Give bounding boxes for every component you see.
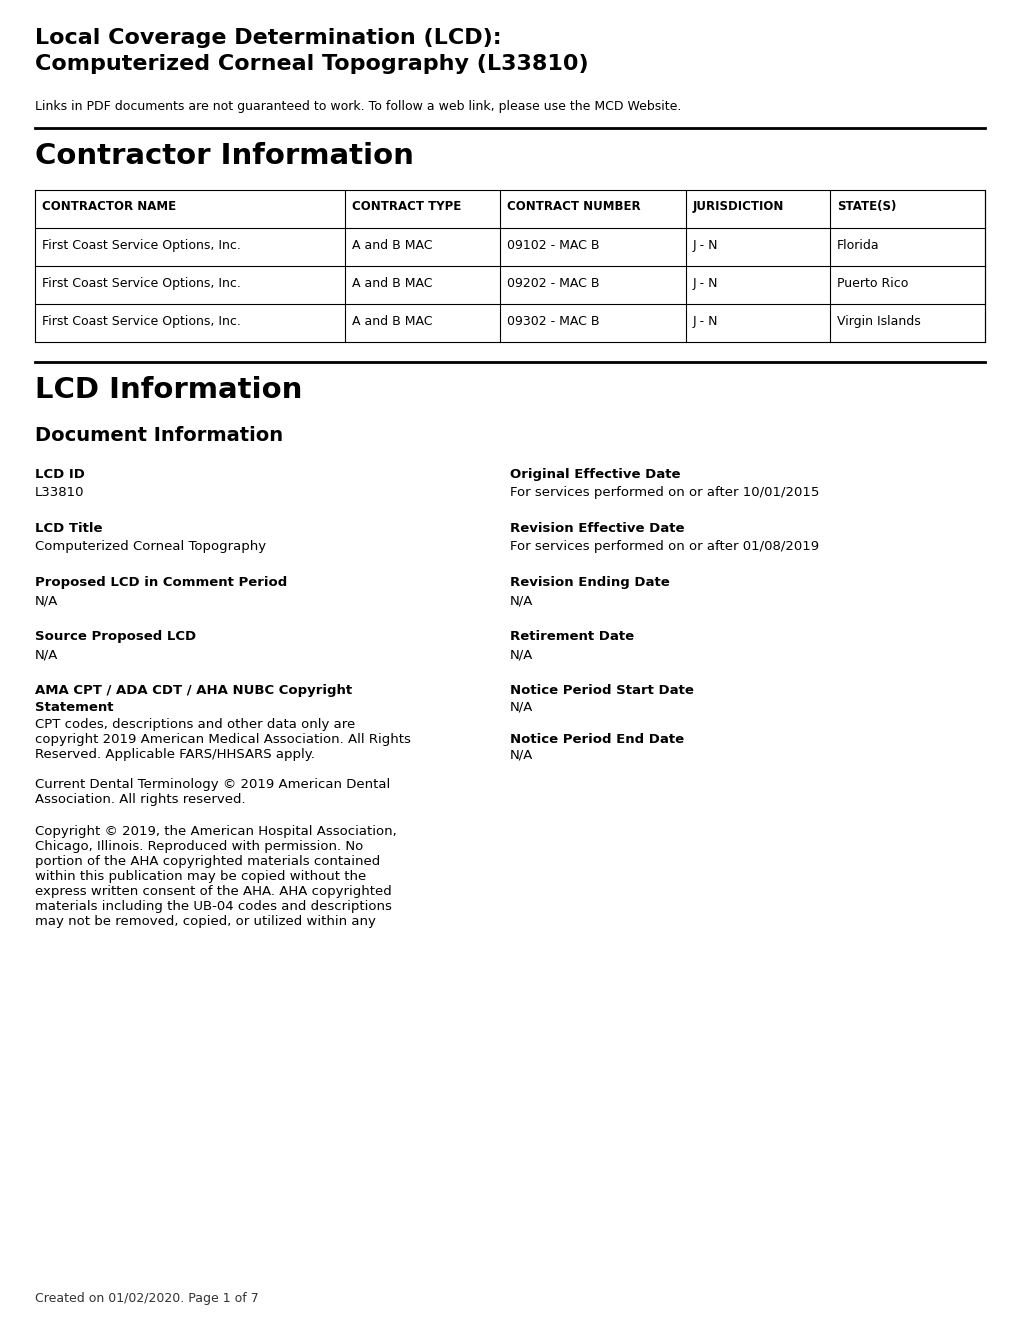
Text: Local Coverage Determination (LCD):: Local Coverage Determination (LCD):	[35, 28, 501, 48]
Text: J - N: J - N	[692, 239, 717, 252]
Text: Chicago, Illinois. Reproduced with permission. No: Chicago, Illinois. Reproduced with permi…	[35, 840, 363, 853]
Text: First Coast Service Options, Inc.: First Coast Service Options, Inc.	[42, 239, 240, 252]
Text: Association. All rights reserved.: Association. All rights reserved.	[35, 793, 246, 807]
Text: LCD Information: LCD Information	[35, 376, 302, 404]
Text: Virgin Islands: Virgin Islands	[837, 315, 920, 327]
Text: Copyright © 2019, the American Hospital Association,: Copyright © 2019, the American Hospital …	[35, 825, 396, 838]
Text: Reserved. Applicable FARS/HHSARS apply.: Reserved. Applicable FARS/HHSARS apply.	[35, 748, 315, 762]
Text: portion of the AHA copyrighted materials contained: portion of the AHA copyrighted materials…	[35, 855, 380, 869]
Text: A and B MAC: A and B MAC	[352, 277, 432, 290]
Text: N/A: N/A	[35, 648, 58, 661]
Text: Puerto Rico: Puerto Rico	[837, 277, 908, 290]
Text: 09302 - MAC B: 09302 - MAC B	[506, 315, 598, 327]
Text: may not be removed, copied, or utilized within any: may not be removed, copied, or utilized …	[35, 915, 376, 928]
Text: N/A: N/A	[510, 648, 533, 661]
Text: STATE(S): STATE(S)	[837, 201, 896, 213]
Text: N/A: N/A	[510, 594, 533, 607]
Text: A and B MAC: A and B MAC	[352, 239, 432, 252]
Text: Statement: Statement	[35, 701, 113, 714]
Text: Document Information: Document Information	[35, 426, 283, 445]
Text: CONTRACT NUMBER: CONTRACT NUMBER	[506, 201, 640, 213]
Text: JURISDICTION: JURISDICTION	[692, 201, 784, 213]
Text: Retirement Date: Retirement Date	[510, 630, 634, 643]
Text: AMA CPT / ADA CDT / AHA NUBC Copyright: AMA CPT / ADA CDT / AHA NUBC Copyright	[35, 684, 352, 697]
Text: Revision Ending Date: Revision Ending Date	[510, 576, 669, 589]
Text: N/A: N/A	[510, 701, 533, 714]
Text: N/A: N/A	[510, 748, 533, 762]
Text: For services performed on or after 01/08/2019: For services performed on or after 01/08…	[510, 540, 818, 553]
Text: Links in PDF documents are not guaranteed to work. To follow a web link, please : Links in PDF documents are not guarantee…	[35, 100, 681, 114]
Text: Current Dental Terminology © 2019 American Dental: Current Dental Terminology © 2019 Americ…	[35, 777, 390, 791]
Text: J - N: J - N	[692, 315, 717, 327]
Text: Computerized Corneal Topography (L33810): Computerized Corneal Topography (L33810)	[35, 54, 588, 74]
Text: 09102 - MAC B: 09102 - MAC B	[506, 239, 598, 252]
Text: N/A: N/A	[35, 594, 58, 607]
Text: Contractor Information: Contractor Information	[35, 143, 414, 170]
Text: CPT codes, descriptions and other data only are: CPT codes, descriptions and other data o…	[35, 718, 355, 731]
Text: 09202 - MAC B: 09202 - MAC B	[506, 277, 598, 290]
Text: CONTRACTOR NAME: CONTRACTOR NAME	[42, 201, 176, 213]
Text: Original Effective Date: Original Effective Date	[510, 469, 680, 480]
Text: Notice Period Start Date: Notice Period Start Date	[510, 684, 693, 697]
Text: Computerized Corneal Topography: Computerized Corneal Topography	[35, 540, 266, 553]
Text: Revision Effective Date: Revision Effective Date	[510, 521, 684, 535]
Text: Notice Period End Date: Notice Period End Date	[510, 733, 684, 746]
Text: First Coast Service Options, Inc.: First Coast Service Options, Inc.	[42, 277, 240, 290]
Text: express written consent of the AHA. AHA copyrighted: express written consent of the AHA. AHA …	[35, 884, 391, 898]
Text: L33810: L33810	[35, 486, 85, 499]
Text: copyright 2019 American Medical Association. All Rights: copyright 2019 American Medical Associat…	[35, 733, 411, 746]
Text: Proposed LCD in Comment Period: Proposed LCD in Comment Period	[35, 576, 287, 589]
Text: LCD ID: LCD ID	[35, 469, 85, 480]
Text: First Coast Service Options, Inc.: First Coast Service Options, Inc.	[42, 315, 240, 327]
Text: J - N: J - N	[692, 277, 717, 290]
Text: materials including the UB-04 codes and descriptions: materials including the UB-04 codes and …	[35, 900, 391, 913]
Text: A and B MAC: A and B MAC	[352, 315, 432, 327]
Text: For services performed on or after 10/01/2015: For services performed on or after 10/01…	[510, 486, 818, 499]
Text: LCD Title: LCD Title	[35, 521, 102, 535]
Text: CONTRACT TYPE: CONTRACT TYPE	[352, 201, 461, 213]
Text: Created on 01/02/2020. Page 1 of 7: Created on 01/02/2020. Page 1 of 7	[35, 1292, 259, 1305]
Text: Florida: Florida	[837, 239, 878, 252]
Text: within this publication may be copied without the: within this publication may be copied wi…	[35, 870, 366, 883]
Text: Source Proposed LCD: Source Proposed LCD	[35, 630, 196, 643]
